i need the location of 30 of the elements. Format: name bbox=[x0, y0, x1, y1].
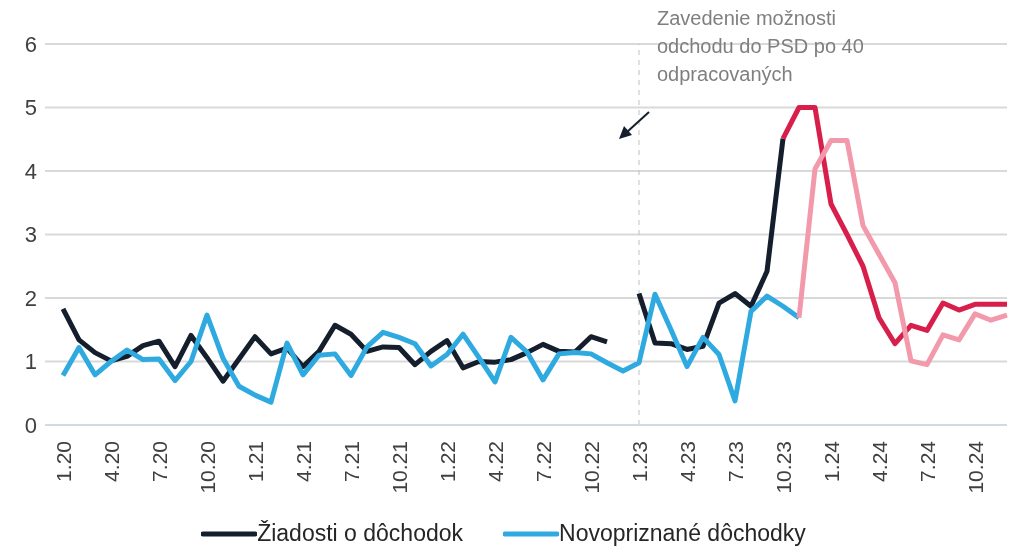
x-tick-label: 1.24 bbox=[819, 440, 843, 482]
y-tick-label: 5 bbox=[24, 95, 37, 121]
x-tick-label: 10.24 bbox=[963, 440, 987, 494]
x-tick-label: 7.23 bbox=[723, 441, 747, 482]
x-tick-label: 1.21 bbox=[243, 441, 267, 482]
x-tick-label: 10.22 bbox=[579, 441, 603, 494]
x-tick-label: 4.21 bbox=[291, 441, 315, 482]
y-tick-label: 6 bbox=[24, 31, 37, 57]
y-tick-label: 1 bbox=[24, 349, 37, 375]
legend-label: Žiadosti o dôchodok bbox=[257, 520, 464, 547]
x-tick-label: 4.23 bbox=[675, 441, 699, 482]
x-tick-label: 1.22 bbox=[435, 441, 459, 482]
x-tick-label: 4.20 bbox=[99, 441, 123, 482]
x-tick-label: 7.22 bbox=[531, 441, 555, 482]
x-tick-label: 4.24 bbox=[867, 440, 891, 482]
x-tick-label: 10.21 bbox=[387, 441, 411, 494]
x-tick-label: 10.23 bbox=[771, 441, 795, 494]
y-tick-label: 3 bbox=[24, 222, 37, 248]
x-tick-label: 7.20 bbox=[147, 441, 171, 482]
y-tick-label: 4 bbox=[24, 158, 37, 184]
x-tick-label: 7.24 bbox=[915, 440, 939, 482]
x-tick-label: 7.21 bbox=[339, 441, 363, 482]
x-tick-label: 1.20 bbox=[51, 441, 75, 482]
x-tick-label: 1.23 bbox=[627, 441, 651, 482]
ref-line-label: Zavedenie možnosti odchodu do PSD po 40 odpracovaných bbox=[657, 6, 865, 87]
y-tick-label: 2 bbox=[24, 285, 37, 311]
y-tick-label: 0 bbox=[24, 412, 37, 438]
legend-label: Novopriznané dôchodky bbox=[559, 520, 806, 547]
x-tick-label: 10.20 bbox=[195, 441, 219, 494]
x-tick-label: 4.22 bbox=[483, 441, 507, 482]
